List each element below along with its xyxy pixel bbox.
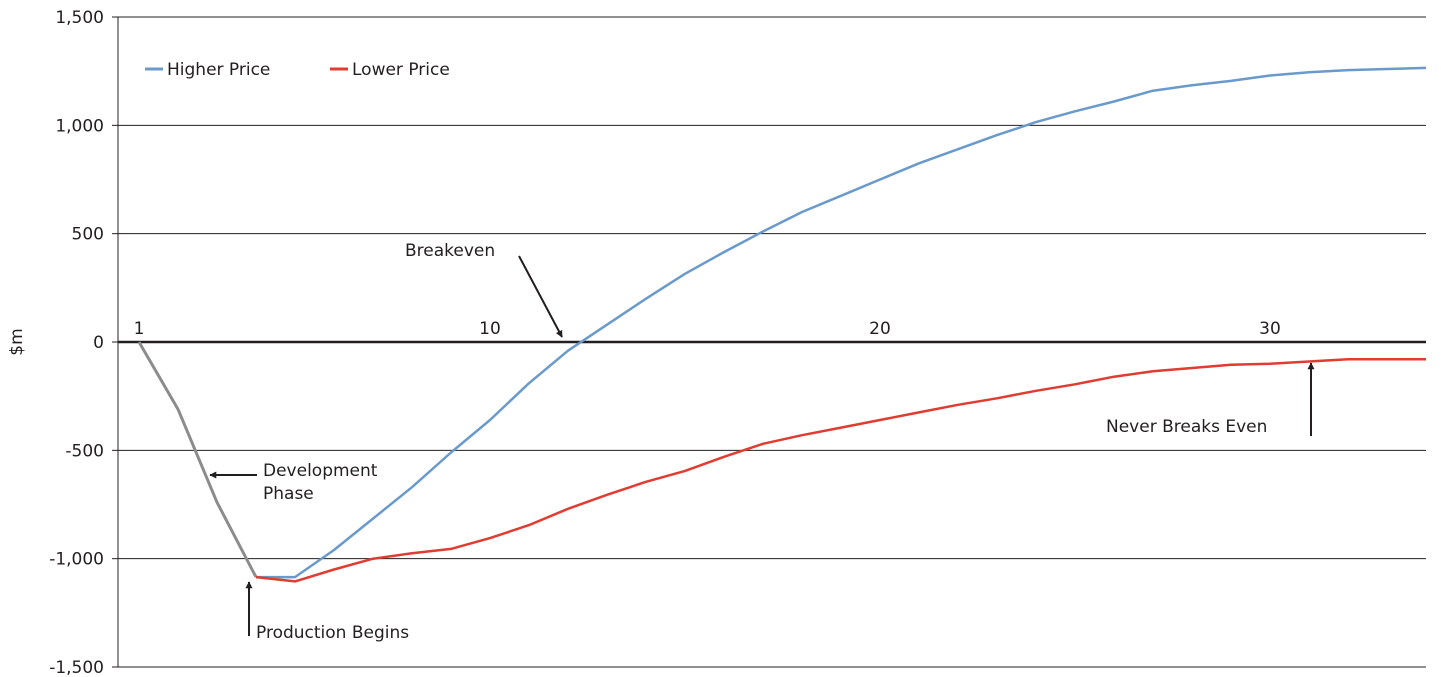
x-tick-label: 1 — [134, 319, 145, 339]
annotations: Breakeven Development Phase Production B… — [209, 241, 1315, 643]
development-phase-line — [137, 341, 258, 578]
x-tick-label: 30 — [1259, 319, 1281, 339]
grid-lines — [112, 16, 1426, 668]
y-tick-label: 0 — [93, 333, 104, 353]
legend-label-lower-price: Lower Price — [352, 60, 450, 80]
legend: Higher Price Lower Price — [145, 60, 450, 80]
higher-price-line — [256, 66, 1427, 579]
breakeven-label: Breakeven — [405, 241, 495, 261]
breakeven-arrow — [518, 255, 563, 338]
y-tick-label: 1,000 — [55, 116, 104, 136]
y-axis-ticks: 1,500 1,000 500 0 -500 -1,000 -1,500 — [49, 8, 104, 677]
y-axis-label: $m — [7, 328, 27, 355]
never-breaks-even-label: Never Breaks Even — [1106, 417, 1267, 437]
y-tick-label: -1,000 — [49, 550, 104, 570]
y-tick-label: 1,500 — [55, 8, 104, 28]
x-tick-label: 10 — [479, 319, 501, 339]
y-tick-label: 500 — [72, 225, 104, 245]
series-lines — [137, 66, 1427, 583]
x-axis-ticks: 1 10 20 30 — [134, 319, 1281, 339]
y-tick-label: -1,500 — [49, 658, 104, 677]
production-begins-label: Production Begins — [256, 623, 409, 643]
lower-price-line — [255, 358, 1426, 583]
legend-label-higher-price: Higher Price — [167, 60, 270, 80]
development-phase-label-line1: Development — [263, 461, 378, 481]
x-tick-label: 20 — [869, 319, 891, 339]
development-phase-label-line2: Phase — [263, 484, 314, 504]
y-tick-label: -500 — [65, 441, 104, 461]
